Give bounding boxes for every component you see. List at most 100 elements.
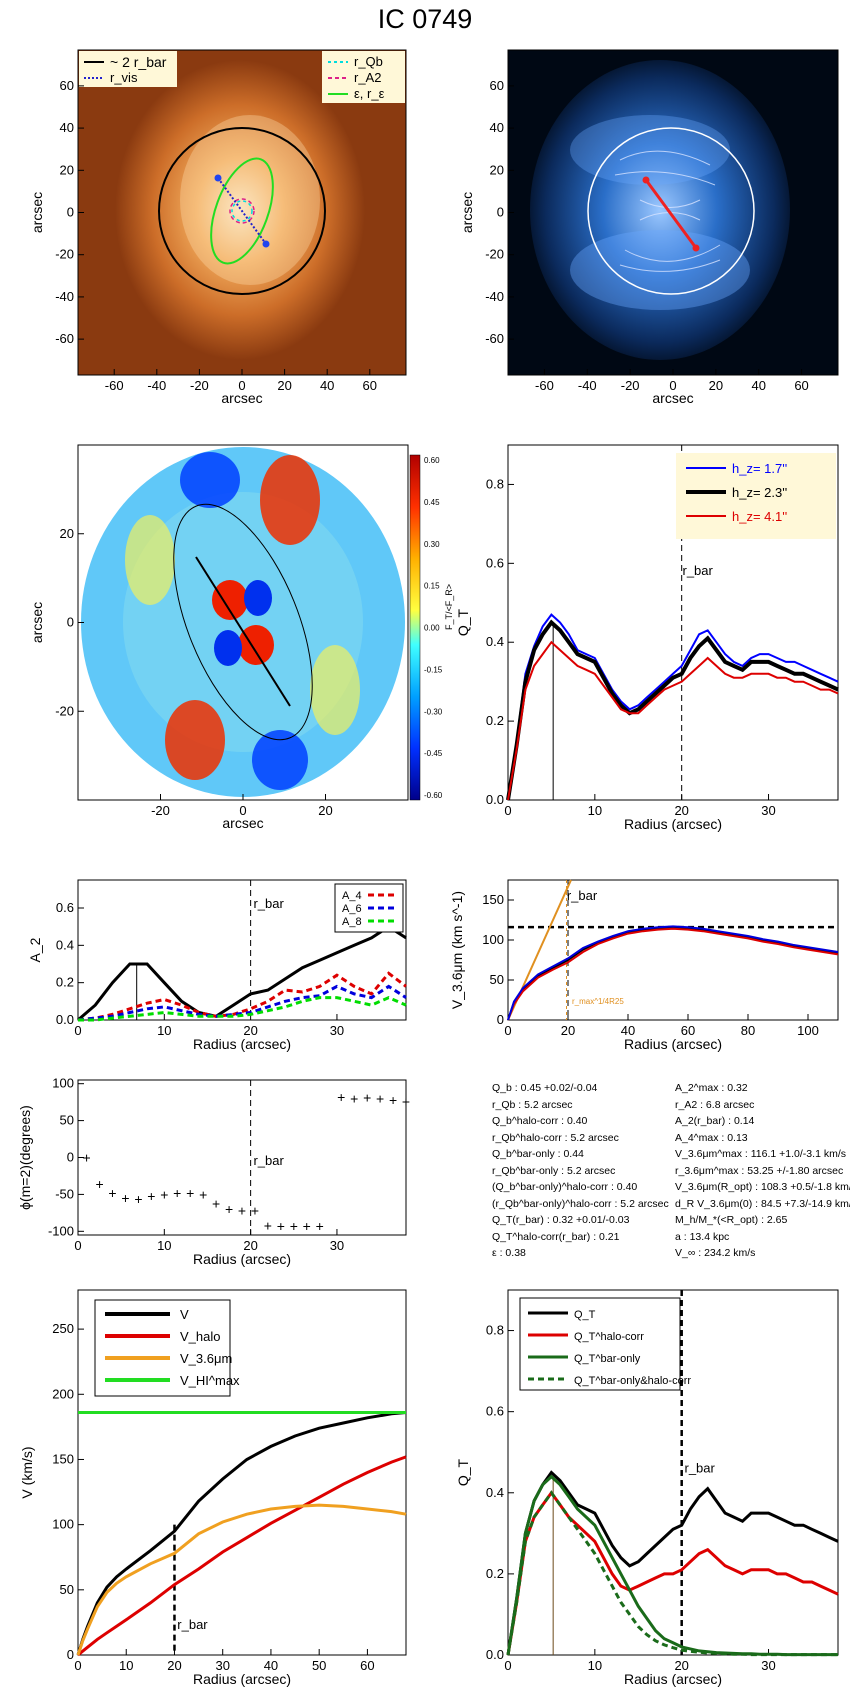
x-axis-label: Radius (arcsec) (624, 1671, 722, 1687)
y-tick-label: 0.0 (486, 792, 504, 807)
series-line (78, 995, 407, 1022)
stat-line: r_Qb^bar-only : 5.2 arcsec (492, 1164, 616, 1177)
torque-map-panel: -20 -20 0 0 20 20 arcsec arcsec 0.60 0.45 0.30 0.1… (29, 444, 454, 831)
stat-line: a : 13.4 kpc (675, 1230, 730, 1243)
y-tick-label: 0.0 (486, 1647, 504, 1662)
phase-point: + (173, 1185, 181, 1201)
legend-eps: ε, r_ε (354, 86, 385, 101)
phase-point: + (402, 1093, 410, 1109)
x-tick-label: 30 (330, 1023, 344, 1038)
x-axis-label: arcsec (652, 390, 693, 406)
x-tick-label: -60 (105, 378, 124, 393)
y-tick-label: -20 (485, 247, 504, 262)
y-axis-label: arcsec (29, 192, 45, 233)
x-axis-label: arcsec (221, 390, 262, 406)
x-axis-label: Radius (arcsec) (193, 1671, 291, 1687)
x-axis-label: Radius (arcsec) (624, 1036, 722, 1052)
y-tick-label: 150 (52, 1451, 74, 1466)
x-tick-label: 20 (277, 378, 291, 393)
x-tick-label: 20 (674, 803, 688, 818)
x-axis-label: arcsec (222, 815, 263, 831)
x-tick-label: 60 (681, 1023, 695, 1038)
phase-point: + (350, 1090, 358, 1106)
y-tick-label: 0.8 (486, 1323, 504, 1338)
x-tick-label: 10 (157, 1023, 171, 1038)
qt-profile-chart: 0 10 20 30 0.0 0.2 0.4 0.6 0.8 Radius (arcsec) Q_T… (455, 444, 839, 832)
y-tick-label: 0.4 (486, 634, 504, 649)
series-line (506, 619, 839, 801)
rotation-curve-36-chart: 0 20 40 60 80 100 0 50 100 150 Radius (arcsec) V_3.… (449, 879, 839, 1052)
stat-line: Q_b^halo-corr : 0.40 (492, 1115, 588, 1127)
x-tick-label: 10 (119, 1658, 133, 1673)
y-tick-label: -40 (485, 289, 504, 304)
stats-right-column: A_2^max : 0.32 r_A2 : 6.8 arcsec A_2(r_bar… (675, 1080, 850, 1262)
x-tick-label: 40 (621, 1023, 635, 1038)
y-tick-label: -60 (55, 331, 74, 346)
phase-point: + (277, 1218, 285, 1234)
x-tick-label: 0 (669, 378, 676, 393)
stat-line: Q_b^bar-only : 0.44 (492, 1148, 584, 1160)
legend-label: A_4 (342, 890, 362, 902)
y-tick-label: 20 (60, 526, 74, 541)
stat-line: ε : 0.38 (492, 1247, 526, 1259)
y-axis-label: Q_T (455, 1458, 471, 1486)
x-tick-label: 0 (238, 378, 245, 393)
y-axis-label: ϕ(m=2)(degrees) (17, 1105, 33, 1210)
stats-left-column: Q_b : 0.45 +0.02/-0.04 r_Qb : 5.2 arcsec Q… (492, 1080, 669, 1262)
two-rbar-circle (158, 127, 326, 295)
colorbar-tick-label: 0.60 (424, 456, 440, 465)
qt-corrected-chart: 0 10 20 30 0.0 0.2 0.4 0.6 0.8 Radius (arcsec) Q_T… (455, 1289, 839, 1687)
colorbar-tick-label: 0.15 (424, 582, 440, 591)
colorbar-tick-label: -0.45 (424, 749, 443, 758)
legend-label: V (180, 1307, 189, 1322)
x-tick-label: 20 (243, 1023, 257, 1038)
phase-point: + (290, 1218, 298, 1234)
y-tick-label: 0.2 (56, 975, 74, 990)
x-tick-label: 30 (330, 1238, 344, 1253)
x-tick-label: 20 (561, 1023, 575, 1038)
colorbar-label: F_T/<F_R> (444, 584, 454, 630)
series-line (506, 1490, 838, 1657)
y-tick-label: 250 (52, 1321, 74, 1336)
x-tick-label: 0 (74, 1658, 81, 1673)
rmax-label: r_max^1/4R25 (572, 997, 624, 1006)
stat-line: V_3.6μm(R_opt) : 108.3 +0.5/-1.8 km/s (675, 1181, 850, 1193)
legend-label: h_z= 2.3'' (732, 485, 787, 500)
colorbar-tick-label: 0.45 (424, 498, 440, 507)
plot-frame (77, 1079, 407, 1236)
y-tick-label: 50 (60, 1113, 74, 1128)
legend-rqb: r_Qb (354, 54, 383, 69)
y-axis-label: A_2 (27, 937, 43, 962)
phase-point: + (199, 1186, 207, 1202)
y-tick-label: 0.8 (486, 476, 504, 491)
y-tick-label: -50 (55, 1186, 74, 1201)
x-tick-label: 0 (74, 1238, 81, 1253)
x-tick-label: -20 (151, 803, 170, 818)
phase-point: + (264, 1217, 272, 1233)
series-line (76, 1411, 407, 1656)
series-line (507, 927, 839, 1021)
legend-label: h_z= 1.7'' (732, 461, 787, 476)
phase-point: + (238, 1203, 246, 1219)
fourier-amplitude-chart: 0 10 20 30 0.0 0.2 0.4 0.6 Radius (arcsec) A_2 r_b… (27, 879, 407, 1052)
stat-line: V_3.6μm^max : 116.1 +1.0/-3.1 km/s (675, 1148, 846, 1160)
phase-point: + (376, 1090, 384, 1106)
rbar-label: r_bar (177, 1617, 208, 1632)
rbar-label: r_bar (253, 896, 284, 911)
stat-line: A_2(r_bar) : 0.14 (675, 1115, 755, 1127)
y-tick-label: -100 (48, 1223, 74, 1238)
y-tick-label: 0 (497, 1012, 504, 1027)
x-tick-label: -60 (535, 378, 554, 393)
legend-label: A_6 (342, 903, 362, 915)
phase-point: + (186, 1185, 194, 1201)
y-tick-label: 0 (67, 1647, 74, 1662)
series-line (77, 924, 407, 1022)
x-tick-label: 10 (157, 1238, 171, 1253)
phase-point: + (303, 1218, 311, 1234)
y-tick-label: 20 (490, 162, 504, 177)
legend-2rbar: ~ 2 r_bar (110, 54, 167, 70)
y-tick-label: 0 (67, 615, 74, 630)
stat-line: A_4^max : 0.13 (675, 1131, 748, 1144)
colorbar-tick-label: -0.60 (424, 791, 443, 800)
